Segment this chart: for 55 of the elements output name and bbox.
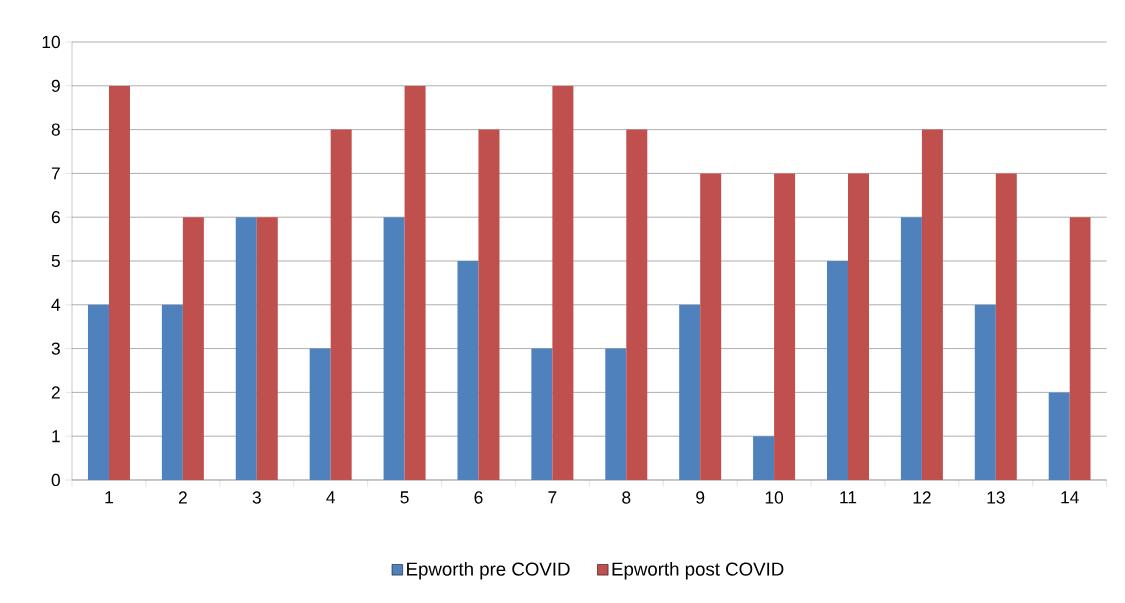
bar <box>478 129 500 480</box>
bar <box>921 129 943 480</box>
bar <box>161 304 183 480</box>
bar <box>1048 392 1070 480</box>
x-tick-label: 2 <box>178 491 187 504</box>
bar <box>626 129 648 480</box>
bar <box>404 85 426 480</box>
y-tick-label: 4 <box>51 298 61 311</box>
bar <box>753 436 775 480</box>
y-tick-label: 9 <box>51 79 60 92</box>
legend-label: Epworth pre COVID <box>407 562 570 580</box>
bar <box>700 173 722 480</box>
x-tick-label: 7 <box>548 491 557 504</box>
x-tick-label: 4 <box>326 491 335 504</box>
bar <box>330 129 352 480</box>
y-tick-label: 2 <box>51 386 60 399</box>
bar <box>383 217 405 480</box>
y-tick-label: 8 <box>51 123 60 136</box>
x-tick-label: 3 <box>252 491 261 504</box>
y-tick-label: 3 <box>51 342 60 355</box>
bar <box>1069 217 1091 480</box>
bar <box>848 173 869 480</box>
bar <box>605 348 627 480</box>
x-tick-label: 1 <box>105 491 113 504</box>
x-tick-label: 8 <box>622 491 631 504</box>
bar <box>235 217 257 480</box>
legend-label: Epworth post COVID <box>612 562 784 580</box>
x-tick-label: 6 <box>474 491 483 504</box>
x-tick-label: 10 <box>765 491 784 504</box>
bar <box>182 217 204 480</box>
x-tick-label: 14 <box>1061 491 1079 504</box>
y-tick-label: 10 <box>42 35 60 49</box>
x-tick-label: 13 <box>987 491 1005 504</box>
bar <box>679 304 701 480</box>
y-tick-label: 0 <box>51 473 60 487</box>
bar <box>531 348 553 480</box>
bar <box>552 85 574 480</box>
bar <box>256 217 278 480</box>
y-tick-label: 1 <box>52 430 60 443</box>
y-tick-label: 5 <box>51 254 60 268</box>
bar <box>774 173 796 480</box>
x-tick-label: 5 <box>400 491 409 504</box>
x-tick-label: 12 <box>913 491 931 504</box>
bar <box>87 304 109 480</box>
x-tick-label: 9 <box>696 491 705 504</box>
bar <box>974 304 996 480</box>
bar <box>900 217 922 480</box>
bar <box>457 260 479 480</box>
bar <box>108 85 130 480</box>
x-tick-label: 11 <box>840 491 857 504</box>
y-tick-label: 7 <box>51 167 60 180</box>
y-tick-label: 6 <box>51 211 60 224</box>
bar <box>309 348 331 480</box>
bar <box>995 173 1017 480</box>
bar <box>827 260 848 480</box>
